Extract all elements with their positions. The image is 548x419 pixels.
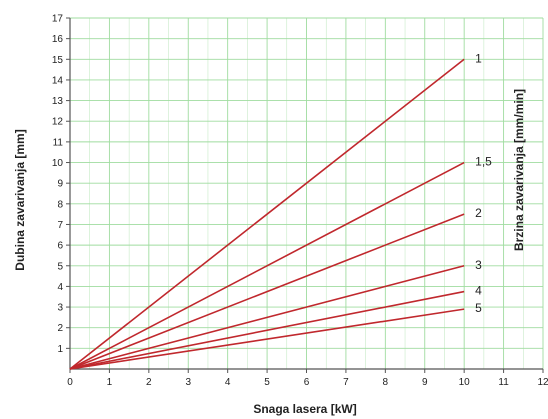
series-lines xyxy=(69,58,465,370)
series-line-3 xyxy=(69,264,465,370)
x-tick-label: 5 xyxy=(264,377,270,388)
y-tick-label: 17 xyxy=(52,14,64,25)
series-line-1 xyxy=(69,58,465,370)
x-tick-label: 3 xyxy=(185,377,191,388)
y-tick-label: 5 xyxy=(57,261,63,272)
x-tick-label: 12 xyxy=(537,377,548,388)
y-tick-label: 14 xyxy=(52,75,64,86)
y-tick-label: 15 xyxy=(52,55,64,66)
y-tick-label: 10 xyxy=(52,158,64,169)
series-label-5: 5 xyxy=(475,301,482,315)
x-tick-label: 11 xyxy=(498,377,509,388)
series-labels: 1 1,5 2 3 4 5 xyxy=(475,51,492,315)
series-label-4: 4 xyxy=(475,284,482,298)
grid xyxy=(69,17,544,370)
x-tick-label: 10 xyxy=(459,377,471,388)
x-tick-label: 9 xyxy=(422,377,428,388)
y-tick-label: 12 xyxy=(52,117,64,128)
series-label-3: 3 xyxy=(475,258,482,272)
x-tick-label: 8 xyxy=(383,377,389,388)
x-tick-label: 1 xyxy=(107,377,113,388)
x-tick-label: 7 xyxy=(343,377,349,388)
series-line-4 xyxy=(69,290,465,370)
x-axis-title: Snaga lasera [kW] xyxy=(253,402,356,416)
series-label-1-5: 1,5 xyxy=(475,155,492,169)
y-tick-label: 3 xyxy=(57,303,63,314)
y-tick-label: 4 xyxy=(57,282,63,293)
series-line-2 xyxy=(69,213,465,370)
series-label-2: 2 xyxy=(475,206,482,220)
x-tick-label: 0 xyxy=(67,377,73,388)
y-tick-label: 9 xyxy=(57,179,63,190)
y-tick-label: 8 xyxy=(57,199,63,210)
x-tick-label: 4 xyxy=(225,377,231,388)
y-tick-label: 16 xyxy=(52,34,64,45)
y2-axis-title: Brzina zavarivanja [mm/min] xyxy=(512,89,526,251)
x-tick-label: 6 xyxy=(304,377,310,388)
series-line-5 xyxy=(69,308,465,370)
series-line-1-5 xyxy=(69,161,465,370)
y-axis-title: Dubina zavarivanja [mm] xyxy=(13,129,27,270)
y-tick-label: 13 xyxy=(52,96,64,107)
y-tick-label: 11 xyxy=(53,137,64,148)
y-tick-label: 1 xyxy=(57,344,63,355)
series-label-1: 1 xyxy=(475,51,482,65)
x-axis-ticks: 0 1 2 3 4 5 6 7 8 9 10 11 12 xyxy=(67,369,548,388)
y-tick-label: 2 xyxy=(57,323,63,334)
y-tick-label: 7 xyxy=(57,220,63,231)
y-tick-label: 6 xyxy=(57,241,63,252)
x-tick-label: 2 xyxy=(146,377,152,388)
